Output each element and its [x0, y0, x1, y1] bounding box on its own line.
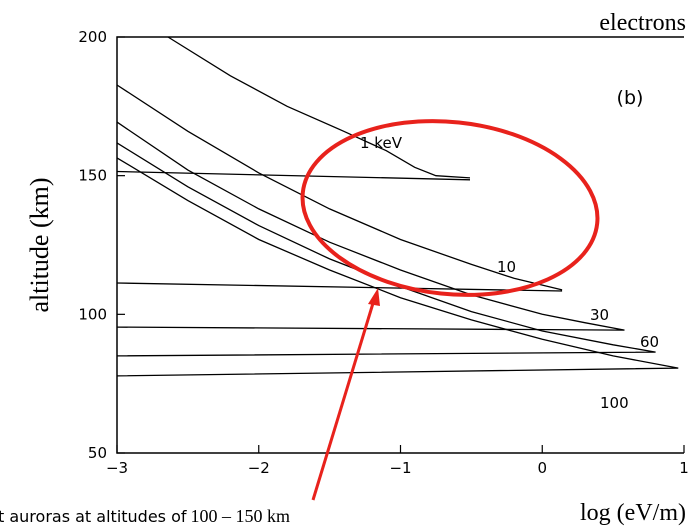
curve — [116, 84, 563, 292]
series-label: 60 — [640, 333, 659, 351]
annotation: t auroras at altitudes of 100 – 150 km — [0, 506, 290, 526]
highlight-ellipse — [300, 119, 600, 297]
series-label: 10 — [497, 258, 516, 276]
annotation-part: 100 – 150 km — [191, 506, 291, 526]
y-tick-label: 200 — [78, 28, 107, 46]
panel-label: (b) — [617, 87, 644, 109]
y-tick-label: 100 — [78, 305, 107, 323]
axis-frame — [116, 36, 684, 454]
curve — [116, 36, 471, 181]
y-axis-label: altitude (km) — [25, 177, 54, 312]
x-tick-label: −1 — [389, 459, 411, 477]
x-tick-label: −3 — [106, 459, 128, 477]
annotation-part: t auroras at altitudes of — [0, 507, 187, 526]
curve — [116, 157, 679, 377]
x-axis-label: log (eV/m) — [580, 500, 686, 526]
y-tick-label: 150 — [78, 167, 107, 185]
x-tick-label: −2 — [248, 459, 270, 477]
curve — [116, 121, 625, 331]
series-label: 100 — [600, 394, 629, 412]
x-tick-label: 0 — [537, 459, 547, 477]
plot-area: 50 100 150 200 −3 −2 −1 0 1 1 keV 10 30 60 100 — [78, 28, 688, 477]
x-tick-label: 1 — [679, 459, 689, 477]
arrow-head — [368, 288, 380, 306]
arrow-shaft — [311, 299, 376, 501]
y-tick-label: 50 — [88, 444, 107, 462]
series-label: 30 — [590, 306, 609, 324]
chart-title: electrons — [599, 10, 686, 36]
series-label: 1 keV — [360, 134, 403, 152]
